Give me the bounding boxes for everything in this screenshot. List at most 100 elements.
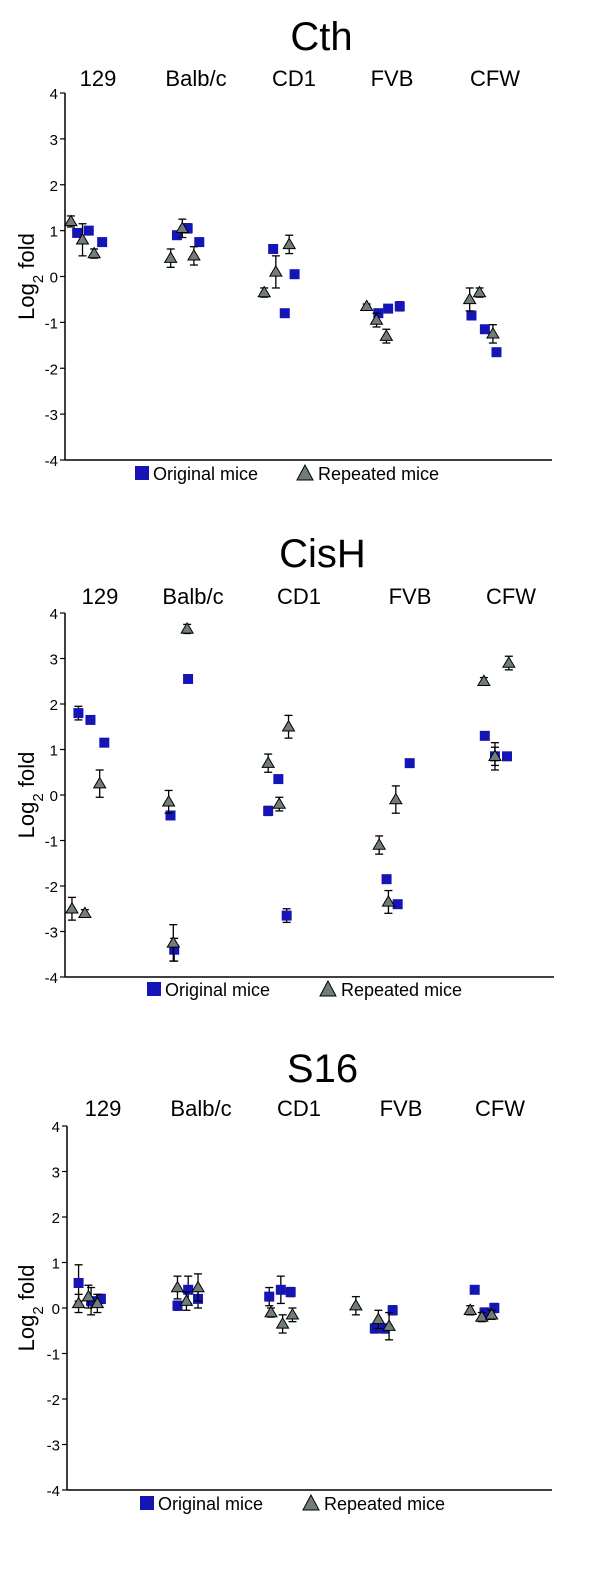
legend-original-label: Original mice [158,1494,263,1514]
strain-label: FVB [371,66,414,91]
repeated-mice-point [382,1319,396,1331]
legend-repeated-label: Repeated mice [318,464,439,484]
repeated-mice-point [81,1289,96,1302]
original-mice-point [479,730,490,741]
original-mice-point [95,1293,106,1304]
repeated-mice-point [474,1310,489,1322]
original-mice-point [387,1305,398,1316]
y-tick-label: 0 [52,1301,60,1318]
y-tick-label: 2 [50,697,58,714]
original-mice-point [85,714,96,725]
repeated-mice-point [180,621,195,634]
repeated-mice-point [484,1307,499,1320]
repeated-mice-point [372,838,387,850]
repeated-mice-point [285,1307,300,1320]
original-mice-point [489,1303,500,1313]
y-tick-label: -3 [47,1438,60,1455]
original-mice-point [273,774,284,785]
y-tick-label: 0 [50,788,58,805]
original-mice-point [501,751,512,762]
y-tick-label: -2 [47,1392,60,1409]
strain-label: Balb/c [170,1096,231,1121]
strain-label: FVB [380,1096,423,1121]
original-mice-point [169,944,180,955]
y-tick-label: 3 [50,132,58,149]
y-axis-label-main: Log [14,802,39,839]
strain-label: CFW [486,584,536,609]
repeated-mice-point [488,749,502,762]
repeated-mice-point [275,1316,290,1329]
legend-repeated-marker [319,979,337,997]
repeated-mice-point [348,1298,363,1311]
original-mice-point [73,1277,84,1288]
repeated-mice-point [359,299,374,312]
repeated-mice-point [92,776,107,789]
repeated-mice-point [191,1280,205,1293]
strain-label: 129 [82,584,119,609]
repeated-mice-point [472,285,487,298]
strain-label: CD1 [272,66,316,91]
strain-label: 129 [85,1096,122,1121]
repeated-mice-point [179,1294,194,1306]
repeated-mice-point [161,794,176,807]
y-tick-label: -4 [47,1483,60,1500]
original-mice-point [73,708,84,719]
y-tick-label: -2 [45,361,58,378]
repeated-mice-point [272,797,287,809]
original-mice-point [275,1284,286,1295]
y-tick-label: 4 [52,1119,60,1136]
repeated-mice-point [175,221,190,234]
repeated-mice-point [187,248,201,261]
repeated-mice-point [486,326,500,339]
repeated-mice-point [90,1296,105,1309]
y-tick-label: 4 [50,606,58,623]
repeated-mice-point [163,251,178,263]
y-tick-label: -1 [45,315,58,332]
original-mice-point [72,227,83,238]
original-mice-point [392,899,403,910]
repeated-mice-point [381,894,396,907]
legend-original-marker [135,466,149,480]
y-axis-label-subscript: 2 [30,275,47,283]
y-tick-label: 2 [50,178,58,195]
repeated-mice-point [462,292,477,305]
repeated-mice-point [282,237,297,250]
y-tick-label: 4 [50,86,58,103]
original-mice-point [97,237,108,248]
legend-repeated-marker [296,463,314,481]
strain-label: FVB [389,584,432,609]
legend-repeated-marker [302,1493,320,1511]
repeated-mice-point [379,329,394,341]
chart-title: Cth [290,15,352,59]
legend: Original mice Repeated mice [135,463,439,484]
chart-cish: CisH 129 Balb/c CD1 FVB CFW 4 3 2 1 0 -1 -2 -3 -4 Log2 … [14,532,554,1000]
legend-repeated-label: Repeated mice [341,980,462,1000]
legend: Original mice Repeated mice [147,979,462,1000]
original-mice-point [281,910,292,921]
y-tick-label: -3 [45,925,58,942]
y-tick-label: 3 [50,652,58,669]
repeated-mice-point [281,719,296,732]
repeated-mice-point [463,1303,478,1315]
chart-title: S16 [287,1047,358,1091]
y-tick-label: -4 [45,453,58,470]
y-tick-label: -1 [45,834,58,851]
original-mice-point [268,243,279,254]
legend-original-marker [140,1496,154,1510]
original-mice-point [99,737,110,748]
y-tick-label: 1 [52,1256,60,1273]
y-axis-label-main: Log [14,283,39,320]
y-tick-label: -4 [45,970,58,987]
repeated-mice-point [369,313,384,325]
original-mice-point [394,301,405,312]
original-mice-point [491,347,502,358]
repeated-mice-point [170,1280,185,1293]
y-tick-label: 0 [50,270,58,287]
legend-repeated-label: Repeated mice [324,1494,445,1514]
original-mice-point [289,269,300,280]
y-axis-label: Log2 fold [14,233,47,320]
original-mice-point [172,1300,183,1311]
original-mice-point [285,1287,296,1298]
original-mice-point [469,1284,480,1295]
